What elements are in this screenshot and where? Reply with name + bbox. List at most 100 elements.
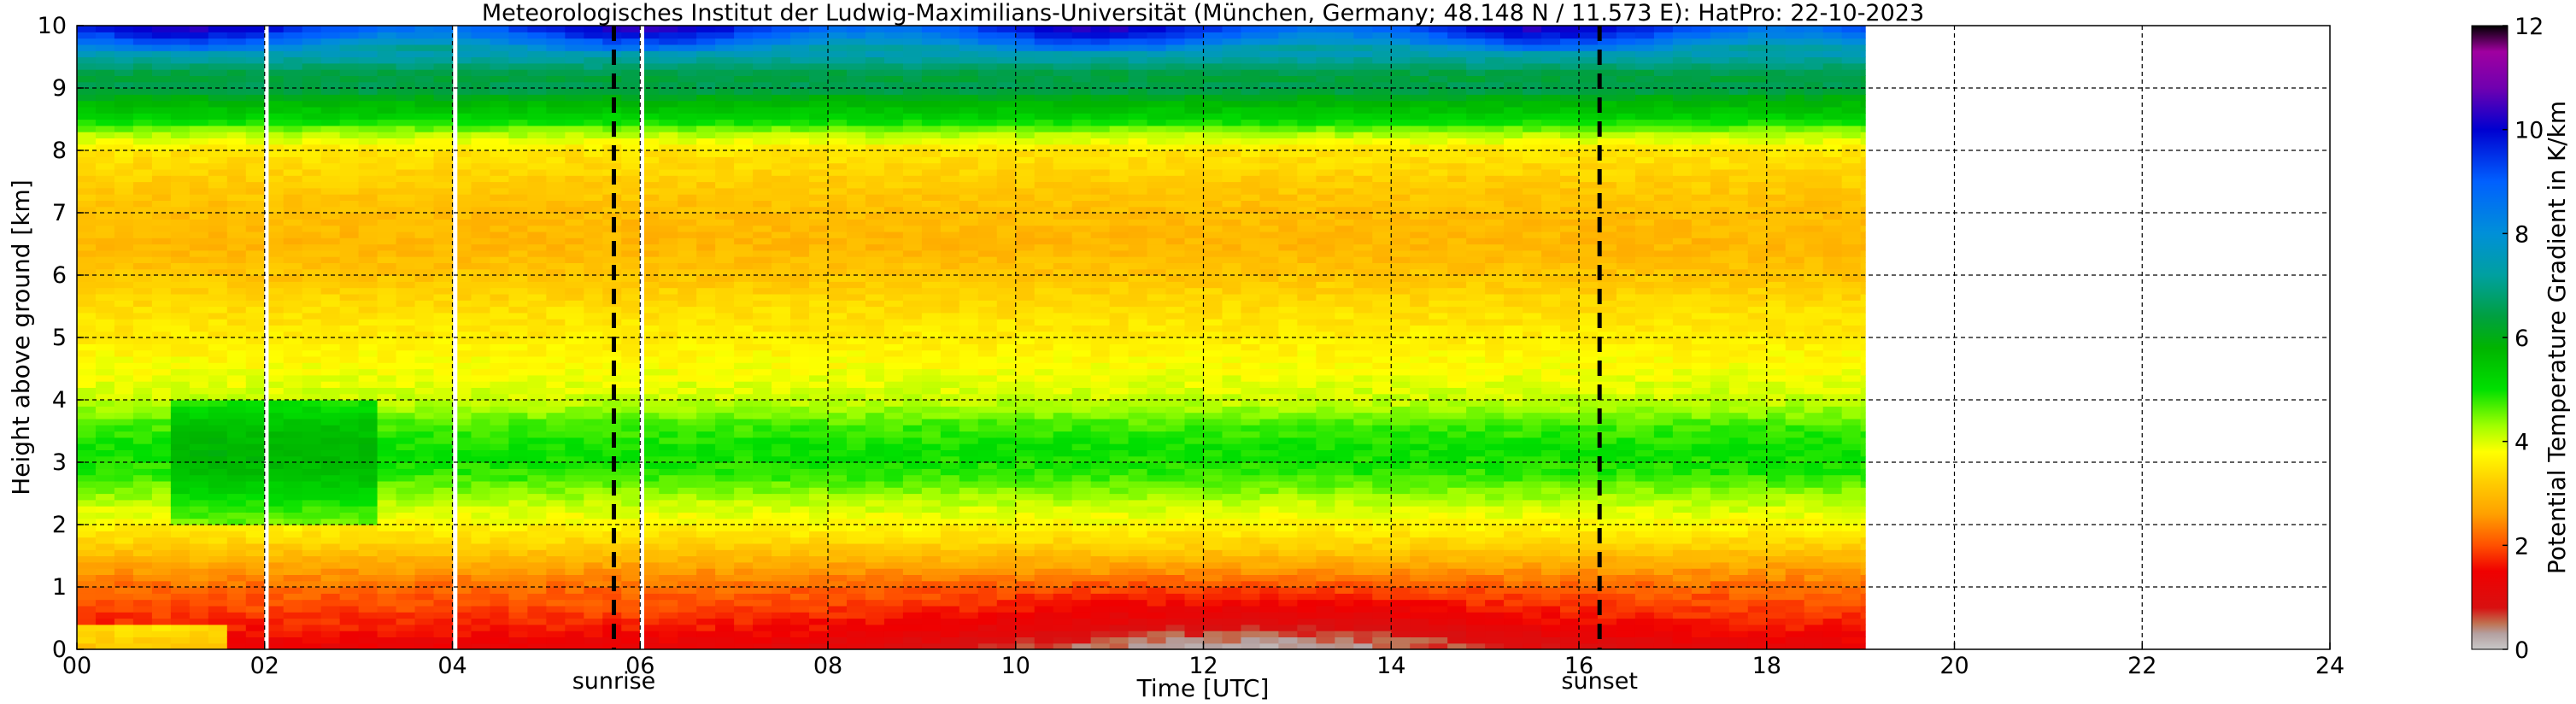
heatmap-cell (696, 119, 716, 126)
heatmap-cell (790, 144, 810, 151)
heatmap-cell (865, 512, 885, 519)
heatmap-cell (377, 418, 397, 425)
heatmap-cell (77, 219, 97, 226)
heatmap-cell (170, 88, 191, 95)
heatmap-cell (959, 543, 979, 550)
heatmap-cell (659, 525, 678, 531)
heatmap-cell (621, 113, 641, 120)
heatmap-cell (809, 144, 829, 151)
heatmap-cell (846, 368, 866, 376)
heatmap-cell (433, 549, 454, 557)
heatmap-cell (640, 281, 660, 289)
heatmap-cell (302, 150, 322, 157)
heatmap-cell (865, 187, 885, 195)
heatmap-cell (452, 349, 472, 357)
heatmap-cell (433, 132, 454, 138)
heatmap-cell (772, 587, 791, 594)
heatmap-cell (114, 106, 134, 114)
heatmap-cell (696, 312, 716, 320)
heatmap-cell (132, 287, 153, 295)
heatmap-cell (809, 44, 829, 51)
heatmap-cell (734, 50, 754, 58)
heatmap-cell (302, 262, 322, 270)
heatmap-cell (696, 125, 716, 132)
heatmap-cell (715, 26, 735, 32)
heatmap-cell (189, 387, 209, 395)
heatmap-cell (940, 618, 960, 625)
heatmap-cell (508, 374, 529, 382)
heatmap-cell (170, 300, 191, 308)
heatmap-cell (715, 256, 735, 263)
heatmap-cell (846, 187, 866, 195)
heatmap-cell (715, 243, 735, 251)
heatmap-cell (302, 537, 322, 544)
heatmap-cell (226, 281, 247, 289)
heatmap-cell (377, 525, 397, 531)
heatmap-cell (565, 580, 584, 588)
heatmap-cell (565, 381, 584, 388)
heatmap-cell (339, 425, 360, 432)
heatmap-cell (977, 44, 998, 51)
heatmap-cell (602, 518, 622, 525)
heatmap-cell (396, 238, 416, 245)
heatmap-cell (320, 213, 341, 220)
heatmap-cell (396, 26, 416, 32)
heatmap-cell (283, 325, 303, 332)
heatmap-cell (320, 412, 341, 419)
heatmap-cell (226, 406, 247, 414)
heatmap-cell (828, 537, 848, 544)
heatmap-cell (339, 94, 360, 102)
heatmap-cell (902, 406, 923, 414)
heatmap-cell (828, 69, 848, 76)
heatmap-cell (715, 206, 735, 214)
heatmap-cell (264, 175, 285, 183)
heatmap-cell (226, 593, 247, 601)
heatmap-cell (678, 50, 697, 58)
heatmap-cell (996, 443, 1017, 450)
heatmap-cell (959, 418, 979, 425)
heatmap-cell (433, 506, 454, 513)
heatmap-cell (715, 549, 735, 557)
heatmap-cell (433, 387, 454, 395)
heatmap-cell (452, 132, 472, 138)
heatmap-cell (921, 343, 942, 351)
heatmap-cell (377, 512, 397, 519)
heatmap-cell (208, 568, 228, 575)
heatmap-cell (734, 362, 754, 370)
heatmap-cell (621, 306, 641, 314)
heatmap-cell (584, 238, 603, 245)
heatmap-cell (471, 599, 491, 607)
heatmap-cell (151, 443, 172, 450)
heatmap-cell (490, 487, 510, 495)
heatmap-cell (114, 555, 134, 563)
heatmap-cell (77, 374, 97, 382)
heatmap-cell (753, 574, 772, 582)
heatmap-cell (902, 612, 923, 619)
heatmap-cell (77, 32, 97, 39)
heatmap-cell (527, 62, 547, 70)
heatmap-cell (996, 587, 1017, 594)
heatmap-cell (264, 249, 285, 257)
heatmap-cell (471, 125, 491, 132)
heatmap-cell (527, 162, 547, 170)
heatmap-cell (396, 355, 416, 363)
heatmap-cell (996, 474, 1017, 482)
heatmap-cell (846, 238, 866, 245)
heatmap-cell (339, 362, 360, 370)
heatmap-cell (264, 518, 285, 525)
heatmap-cell (283, 75, 303, 83)
heatmap-cell (790, 325, 810, 332)
heatmap-cell (245, 605, 266, 613)
heatmap-cell (339, 138, 360, 145)
heatmap-cell (377, 319, 397, 326)
heatmap-cell (414, 599, 435, 607)
heatmap-cell (396, 243, 416, 251)
heatmap-cell (170, 418, 191, 425)
heatmap-cell (452, 106, 472, 114)
heatmap-cell (696, 381, 716, 388)
heatmap-cell (414, 94, 435, 102)
heatmap-cell (132, 555, 153, 563)
heatmap-cell (977, 587, 998, 594)
heatmap-cell (921, 406, 942, 414)
chart-title: Meteorologisches Institut der Ludwig-Max… (482, 0, 1924, 26)
